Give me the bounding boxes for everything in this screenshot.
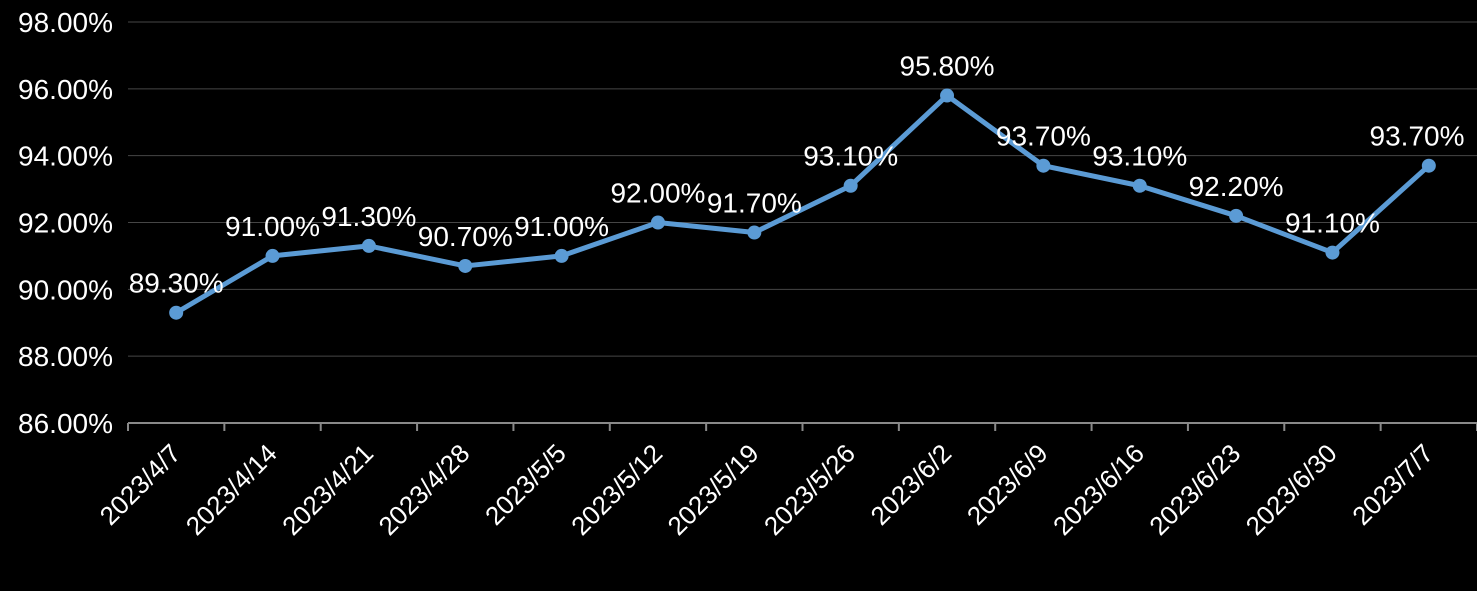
data-point-marker [747, 225, 762, 240]
y-axis-tick-label: 98.00% [18, 7, 113, 38]
data-point-marker [265, 248, 280, 263]
x-axis-tick-label: 2023/4/14 [180, 438, 283, 541]
data-point-marker [940, 88, 955, 103]
x-axis-tick-label: 2023/4/28 [372, 438, 475, 541]
data-point-marker [554, 248, 569, 263]
x-axis-tick-label: 2023/4/21 [276, 438, 379, 541]
data-label: 91.00% [225, 211, 320, 242]
data-label: 93.10% [803, 141, 898, 172]
data-point-marker [169, 305, 184, 320]
data-point-marker [1036, 158, 1051, 173]
data-label: 93.70% [1370, 121, 1465, 152]
y-axis-tick-label: 86.00% [18, 408, 113, 439]
data-label: 90.70% [418, 221, 513, 252]
x-axis-tick-label: 2023/7/7 [1346, 438, 1439, 531]
data-label: 91.30% [321, 201, 416, 232]
series-line [173, 93, 1432, 316]
y-axis-tick-label: 94.00% [18, 141, 113, 172]
data-point-marker [1325, 245, 1340, 260]
data-label: 91.10% [1285, 208, 1380, 239]
y-axis-tick-label: 92.00% [18, 208, 113, 239]
data-label: 92.00% [610, 178, 705, 209]
data-point-marker [843, 178, 858, 193]
data-label: 89.30% [129, 268, 224, 299]
data-point-marker [1421, 158, 1436, 173]
x-axis-tick-label: 2023/6/16 [1047, 438, 1150, 541]
data-label: 93.70% [996, 121, 1091, 152]
x-axis-tick-label: 2023/6/9 [961, 438, 1054, 531]
x-axis-tick-label: 2023/5/19 [662, 438, 765, 541]
x-axis-tick-label: 2023/5/12 [565, 438, 668, 541]
data-point-marker [361, 238, 376, 253]
data-point-marker [1229, 208, 1244, 223]
data-point-marker [458, 258, 473, 273]
data-label: 92.20% [1189, 171, 1284, 202]
data-label: 91.70% [707, 188, 802, 219]
y-axis-tick-label: 88.00% [18, 341, 113, 372]
x-axis-tick-label: 2023/6/2 [864, 438, 957, 531]
y-axis-tick-label: 90.00% [18, 274, 113, 305]
data-label: 95.80% [900, 51, 995, 82]
x-axis-tick-label: 2023/4/7 [94, 438, 187, 531]
x-axis-tick-label: 2023/5/26 [758, 438, 861, 541]
x-axis-tick-label: 2023/5/5 [479, 438, 572, 531]
y-axis-tick-label: 96.00% [18, 74, 113, 105]
x-axis-tick-label: 2023/6/30 [1240, 438, 1343, 541]
data-point-marker [650, 215, 665, 230]
data-point-marker [1132, 178, 1147, 193]
data-label: 91.00% [514, 211, 609, 242]
data-label: 93.10% [1092, 141, 1187, 172]
x-axis-tick-label: 2023/6/23 [1143, 438, 1246, 541]
